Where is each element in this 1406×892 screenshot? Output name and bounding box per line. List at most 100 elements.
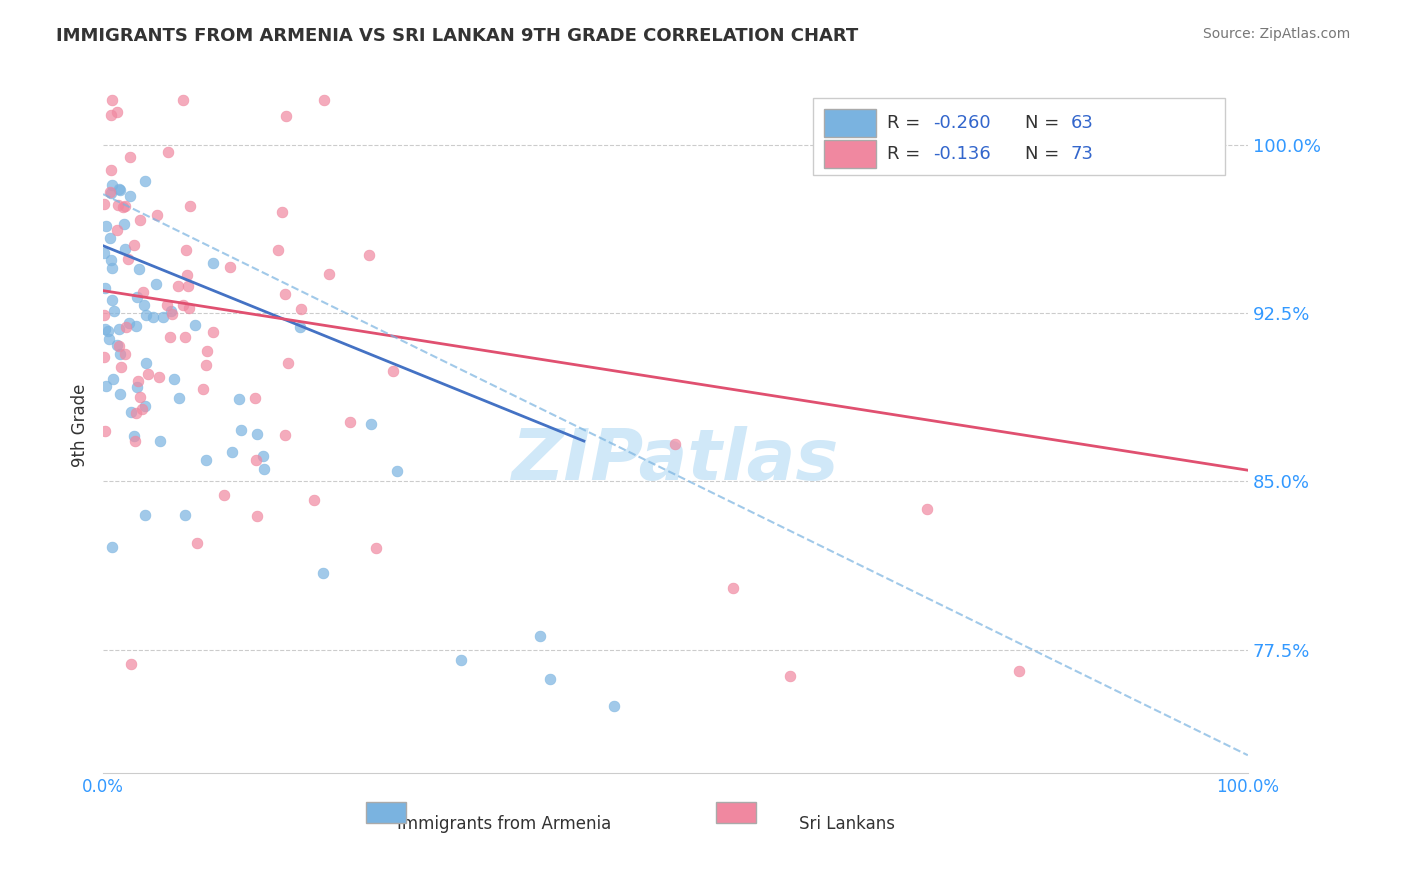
Point [312, 566, 335, 581]
Point [105, 222, 128, 236]
Point [134, 399, 156, 413]
Point [112, 217, 135, 231]
Point [172, 93, 194, 107]
Point [98, 332, 121, 346]
Text: -0.136: -0.136 [934, 145, 991, 163]
Point [179, 199, 201, 213]
Text: N =: N = [1025, 113, 1064, 132]
Point [112, 200, 135, 214]
Point [108, 322, 131, 336]
Point [274, 428, 297, 442]
Point [118, 150, 141, 164]
Point [122, 237, 145, 252]
Point [191, 382, 214, 396]
Text: R =: R = [887, 145, 927, 163]
Point [156, 298, 179, 312]
Point [267, 243, 290, 257]
Point [118, 316, 141, 330]
Text: Sri Lankans: Sri Lankans [799, 815, 896, 833]
Point [157, 145, 180, 160]
Point [1008, 664, 1031, 678]
Point [177, 279, 200, 293]
Point [184, 318, 207, 332]
Point [94, 425, 117, 439]
Point [195, 452, 218, 467]
Point [318, 267, 340, 281]
Point [97, 325, 120, 339]
Text: IMMIGRANTS FROM ARMENIA VS SRI LANKAN 9TH GRADE CORRELATION CHART: IMMIGRANTS FROM ARMENIA VS SRI LANKAN 9T… [56, 27, 859, 45]
Point [94, 219, 117, 233]
Point [270, 205, 292, 219]
Point [387, 464, 409, 478]
Point [274, 287, 297, 301]
Point [290, 319, 312, 334]
Point [127, 290, 149, 304]
FancyBboxPatch shape [824, 109, 876, 136]
Point [101, 261, 124, 276]
Point [381, 364, 404, 378]
Point [127, 374, 149, 388]
Point [202, 256, 225, 270]
Point [664, 437, 686, 451]
Point [290, 301, 312, 316]
Point [529, 629, 551, 643]
Point [125, 406, 148, 420]
Point [603, 698, 626, 713]
Point [917, 502, 939, 516]
Point [174, 330, 197, 344]
Point [214, 488, 236, 502]
Point [114, 199, 136, 213]
Point [166, 278, 188, 293]
Point [107, 197, 129, 211]
Point [194, 358, 217, 372]
Point [228, 392, 250, 406]
Point [101, 541, 124, 555]
Text: R =: R = [887, 113, 927, 132]
Point [100, 252, 122, 267]
Point [243, 391, 266, 405]
Point [108, 183, 131, 197]
Text: 63: 63 [1070, 113, 1094, 132]
Point [120, 657, 142, 672]
Point [134, 174, 156, 188]
Point [135, 356, 157, 370]
Point [105, 105, 128, 120]
Point [229, 423, 252, 437]
Point [134, 508, 156, 523]
Point [360, 417, 382, 431]
Point [100, 163, 122, 178]
Point [276, 110, 298, 124]
Point [167, 391, 190, 405]
Point [125, 380, 148, 394]
Point [94, 281, 117, 295]
Point [142, 310, 165, 324]
Point [107, 338, 129, 352]
Point [176, 268, 198, 282]
Point [103, 304, 125, 318]
Point [117, 252, 139, 267]
Text: 73: 73 [1070, 145, 1094, 163]
Point [721, 581, 744, 595]
Point [202, 325, 225, 339]
Point [93, 309, 115, 323]
Point [124, 428, 146, 442]
Point [110, 359, 132, 374]
Point [195, 343, 218, 358]
Point [93, 245, 115, 260]
FancyBboxPatch shape [824, 140, 876, 168]
Point [172, 297, 194, 311]
Point [128, 262, 150, 277]
Point [93, 197, 115, 211]
Point [312, 93, 335, 107]
Point [160, 304, 183, 318]
Point [98, 185, 121, 199]
Point [538, 673, 561, 687]
FancyBboxPatch shape [367, 803, 406, 823]
Point [100, 186, 122, 201]
Point [221, 444, 243, 458]
Text: Source: ZipAtlas.com: Source: ZipAtlas.com [1202, 27, 1350, 41]
Point [96, 379, 118, 393]
Point [114, 320, 136, 334]
Point [120, 405, 142, 419]
Point [177, 301, 200, 316]
